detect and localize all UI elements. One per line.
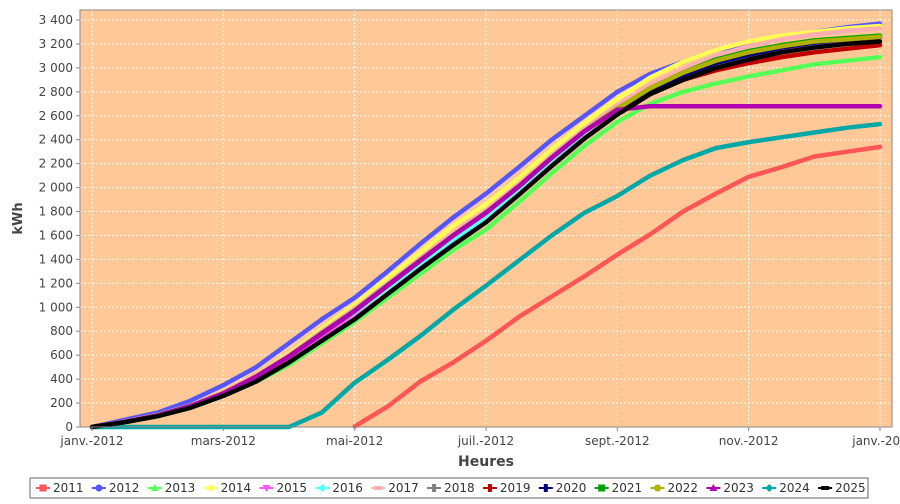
- legend-marker: [262, 485, 271, 492]
- x-tick-label: janv.-2012: [59, 434, 123, 448]
- legend-label: 2012: [109, 481, 140, 495]
- legend-item: 2023: [706, 481, 754, 495]
- x-tick-label: mars-2012: [191, 434, 256, 448]
- legend-item: 2014: [203, 481, 252, 495]
- legend-item: 2017: [371, 481, 419, 495]
- legend-marker: [765, 484, 774, 492]
- legend-item: 2024: [762, 481, 810, 495]
- y-tick-label: 1 600: [39, 228, 73, 242]
- y-tick-label: 1 800: [39, 205, 73, 219]
- series-2012: [89, 21, 883, 430]
- x-tick-label: mai-2012: [326, 434, 383, 448]
- y-tick-label: 1 400: [39, 252, 73, 266]
- y-tick-label: 0: [65, 420, 73, 434]
- legend-label: 2019: [500, 481, 531, 495]
- legend-label: 2023: [723, 481, 754, 495]
- legend-marker: [543, 484, 548, 492]
- legend-marker: [598, 484, 606, 492]
- legend-marker: [95, 484, 103, 492]
- legend-item: 2012: [91, 481, 140, 495]
- series-2025: [89, 39, 883, 430]
- legend-label: 2020: [556, 481, 587, 495]
- legend-label: 2016: [332, 481, 363, 495]
- legend-marker: [150, 484, 159, 491]
- x-tick-label: juil.-2012: [457, 434, 514, 448]
- y-tick-label: 3 000: [39, 61, 73, 75]
- y-tick-label: 200: [50, 396, 73, 410]
- legend-marker: [821, 486, 830, 490]
- legend-label: 2013: [165, 481, 196, 495]
- legend-marker: [39, 484, 47, 492]
- legend-marker: [654, 484, 662, 492]
- legend-item: 2020: [538, 481, 587, 495]
- series-line-2025: [89, 39, 883, 430]
- y-tick-label: 2 000: [39, 181, 73, 195]
- legend-item: 2025: [818, 481, 866, 495]
- legend-label: 2018: [444, 481, 475, 495]
- x-tick-label: sept.-2012: [585, 434, 650, 448]
- legend-label: 2015: [276, 481, 307, 495]
- y-tick-label: 2 600: [39, 109, 73, 123]
- y-tick-label: 400: [50, 372, 73, 386]
- legend-marker: [487, 484, 492, 492]
- legend-label: 2022: [668, 481, 699, 495]
- legend-label: 2021: [612, 481, 643, 495]
- series-2011: [352, 144, 883, 429]
- legend-marker: [709, 484, 718, 491]
- x-axis-label: Heures: [458, 454, 514, 470]
- legend-item: 2022: [650, 481, 699, 495]
- legend-label: 2024: [779, 481, 810, 495]
- legend-item: 2019: [482, 481, 531, 495]
- legend: 2011 2012 2013 2014 2015 2016 2017 2018 2019 2020…: [29, 477, 869, 499]
- legend-item: 2018: [427, 481, 475, 495]
- legend-label: 2011: [53, 481, 84, 495]
- legend-label: 2025: [835, 481, 866, 495]
- x-tick-label: nov.-2012: [719, 434, 779, 448]
- series-line-2012: [89, 21, 883, 430]
- series-layer: [89, 21, 883, 430]
- legend-marker: [206, 484, 215, 492]
- y-tick-label: 3 200: [39, 37, 73, 51]
- legend-item: 2016: [315, 481, 363, 495]
- legend-marker: [432, 484, 437, 492]
- legend-item: 2013: [147, 481, 196, 495]
- y-tick-label: 2 800: [39, 85, 73, 99]
- legend-box: [29, 477, 869, 499]
- legend-marker: [318, 484, 327, 492]
- y-tick-label: 3 400: [39, 13, 73, 27]
- y-tick-label: 1 200: [39, 276, 73, 290]
- y-tick-label: 1 000: [39, 300, 73, 314]
- y-axis-label: kWh: [11, 202, 26, 234]
- legend-item: 2015: [259, 481, 307, 495]
- x-axis: janv.-2012 mars-2012 mai-2012 juil.-2012 sep…: [59, 427, 900, 448]
- y-tick-label: 2 200: [39, 157, 73, 171]
- legend-marker: [374, 486, 383, 490]
- legend-label: 2014: [221, 481, 252, 495]
- x-tick-label: janv.-201: [851, 434, 900, 448]
- y-tick-label: 2 400: [39, 133, 73, 147]
- series-line-2011: [352, 144, 883, 429]
- y-tick-label: 800: [50, 324, 73, 338]
- y-tick-label: 600: [50, 348, 73, 362]
- legend-item: 2011: [36, 481, 84, 495]
- y-axis: 0 200 400 600 800 1 000 1 200 1 400 1 600 1 800 2 …: [39, 13, 80, 434]
- legend-item: 2021: [594, 481, 643, 495]
- legend-label: 2017: [388, 481, 419, 495]
